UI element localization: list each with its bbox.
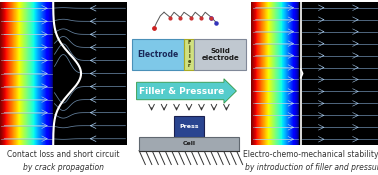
Text: Press: Press [179,124,199,128]
Text: Filler & Pressure: Filler & Pressure [139,87,224,96]
FancyBboxPatch shape [132,38,184,70]
Text: by introduction of filler and pressure: by introduction of filler and pressure [245,163,378,172]
Bar [53,2,127,145]
Text: by crack propagation: by crack propagation [23,163,104,172]
Text: F
i
l
l
e
r: F i l l e r [187,40,191,68]
Point [167,16,173,19]
Text: Cell: Cell [183,141,195,146]
Bar [299,2,378,145]
Bar [139,136,239,150]
Text: Electrode: Electrode [137,50,178,59]
Point [214,21,220,24]
Point [208,16,214,19]
Point [198,16,204,19]
FancyBboxPatch shape [184,38,194,70]
Point [208,16,214,19]
Text: Contact loss and short circuit: Contact loss and short circuit [7,150,119,159]
Text: Solid
electrode: Solid electrode [201,48,239,61]
Point [189,16,195,19]
FancyBboxPatch shape [194,38,246,70]
FancyArrow shape [136,79,236,103]
Point [151,27,157,29]
Bar [174,116,204,136]
Text: Electro-chemo-mechanical stability ↑: Electro-chemo-mechanical stability ↑ [243,150,378,159]
Point [177,16,183,19]
